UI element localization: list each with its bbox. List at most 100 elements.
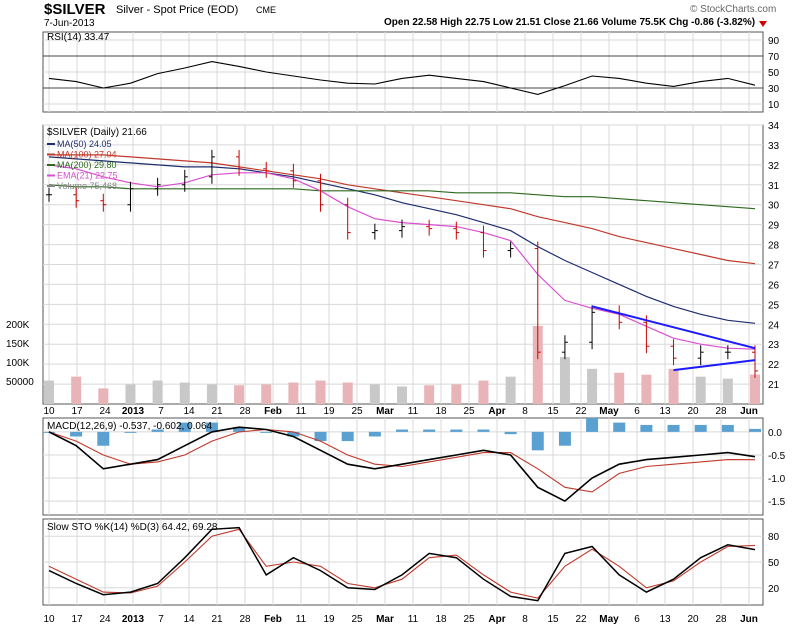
volume-bar bbox=[342, 382, 353, 404]
macd-histogram-bar bbox=[694, 424, 707, 432]
price-y-tick-label: 28 bbox=[768, 241, 780, 252]
volume-bar bbox=[315, 380, 326, 404]
macd-histogram-bar bbox=[97, 431, 110, 446]
price-x-tick-label: 11 bbox=[296, 406, 307, 417]
volume-bar bbox=[478, 380, 489, 404]
price-x-tick-label: 11 bbox=[408, 406, 419, 417]
volume-bar bbox=[44, 380, 54, 404]
price-y-tick-label: 33 bbox=[768, 141, 780, 152]
volume-y-tick-label: 50000 bbox=[6, 377, 34, 388]
volume-bar bbox=[71, 376, 82, 404]
price-x-tick-label: 13 bbox=[659, 406, 671, 417]
macd-line bbox=[48, 426, 756, 503]
volume-bar bbox=[424, 385, 435, 404]
bottom-x-tick-label: 20 bbox=[687, 614, 699, 625]
price-y-tick-label: 26 bbox=[768, 280, 780, 291]
legend-entry: MA(100) 27.04 bbox=[57, 150, 117, 160]
upper-trendline bbox=[591, 305, 756, 350]
rsi-line bbox=[48, 61, 756, 95]
sto-label: Slow STO %K(14) %D(3) 64.42, 69.28 bbox=[47, 522, 218, 533]
bottom-x-tick-label: 11 bbox=[408, 614, 419, 625]
volume-bar bbox=[125, 384, 136, 404]
price-x-tick-label: Jun bbox=[740, 406, 758, 417]
rsi-y-tick-label: 10 bbox=[768, 100, 780, 111]
bottom-x-tick-label: 7 bbox=[158, 614, 164, 625]
price-y-tick-label: 34 bbox=[768, 121, 780, 132]
volume-bar bbox=[179, 382, 190, 404]
volume-bar bbox=[722, 378, 733, 404]
bottom-x-tick-label: 28 bbox=[239, 614, 251, 625]
price-x-tick-label: 25 bbox=[463, 406, 475, 417]
volume-y-tick-label: 200K bbox=[6, 320, 30, 331]
macd-histogram-bar bbox=[531, 431, 544, 451]
macd-y-tick-label: -1.5 bbox=[768, 497, 786, 508]
volume-bar bbox=[532, 325, 543, 404]
price-x-tick-label: 24 bbox=[99, 406, 111, 417]
macd-y-tick-label: 0.0 bbox=[768, 428, 782, 439]
price-x-tick-label: Mar bbox=[376, 406, 394, 417]
volume-bar bbox=[152, 380, 163, 404]
bottom-x-tick-label: May bbox=[599, 614, 619, 625]
price-y-tick-label: 25 bbox=[768, 300, 780, 311]
bottom-x-tick-label: 8 bbox=[522, 614, 528, 625]
sto-k-line bbox=[48, 526, 756, 602]
legend-entry: EMA(21) 22.75 bbox=[57, 171, 118, 181]
rsi-label: RSI(14) 33.47 bbox=[47, 32, 110, 43]
price-x-tick-label: 18 bbox=[435, 406, 447, 417]
sto-y-tick-label: 80 bbox=[768, 532, 780, 543]
macd-histogram-bar bbox=[70, 431, 83, 437]
quote-summary: Open 22.58 High 22.75 Low 21.51 Close 21… bbox=[384, 17, 756, 28]
macd-histogram-bar bbox=[368, 431, 381, 437]
volume-bar bbox=[288, 382, 299, 404]
volume-bar bbox=[369, 384, 380, 404]
macd-y-tick-label: -1.0 bbox=[768, 474, 786, 485]
price-x-tick-label: 20 bbox=[687, 406, 699, 417]
volume-bar bbox=[451, 384, 462, 404]
ma-line-1 bbox=[49, 154, 756, 265]
rsi-y-tick-label: 90 bbox=[768, 36, 780, 47]
bottom-x-tick-label: 10 bbox=[43, 614, 55, 625]
bottom-x-tick-label: 11 bbox=[296, 614, 307, 625]
macd-histogram-bar bbox=[151, 429, 164, 432]
macd-histogram-bar bbox=[721, 424, 734, 432]
price-x-tick-label: 2013 bbox=[122, 406, 145, 417]
volume-bar bbox=[206, 384, 217, 404]
macd-histogram-bar bbox=[504, 431, 517, 435]
volume-bar bbox=[668, 368, 679, 404]
price-y-tick-label: 31 bbox=[768, 181, 780, 192]
price-x-tick-label: Feb bbox=[264, 406, 282, 417]
price-x-tick-label: 21 bbox=[211, 406, 223, 417]
down-arrow-icon bbox=[759, 21, 767, 27]
volume-bar bbox=[695, 376, 706, 404]
volume-bar bbox=[98, 388, 109, 404]
rsi-y-tick-label: 50 bbox=[768, 68, 780, 79]
price-y-tick-label: 30 bbox=[768, 201, 780, 212]
price-x-tick-label: 15 bbox=[547, 406, 559, 417]
bottom-x-tick-label: 24 bbox=[99, 614, 111, 625]
bottom-x-tick-label: 22 bbox=[575, 614, 587, 625]
bottom-x-tick-label: Feb bbox=[264, 614, 282, 625]
volume-bar bbox=[397, 386, 407, 404]
price-x-tick-label: 22 bbox=[575, 406, 587, 417]
price-x-tick-label: Apr bbox=[488, 406, 505, 417]
bottom-x-tick-label: Apr bbox=[488, 614, 505, 625]
chart-symbol: $SILVER bbox=[44, 1, 106, 18]
price-y-tick-label: 29 bbox=[768, 221, 780, 232]
legend-entry: MA(50) 24.05 bbox=[57, 139, 112, 149]
lower-trendline bbox=[673, 359, 756, 372]
price-x-tick-label: 28 bbox=[239, 406, 251, 417]
macd-histogram-bar bbox=[477, 429, 490, 432]
volume-y-tick-label: 150K bbox=[6, 339, 30, 350]
ma-line-2 bbox=[48, 184, 756, 210]
bottom-x-tick-label: 18 bbox=[435, 614, 447, 625]
price-x-tick-label: May bbox=[599, 406, 619, 417]
bottom-x-tick-label: 25 bbox=[463, 614, 475, 625]
price-panel-title: $SILVER (Daily) 21.66 bbox=[47, 127, 147, 138]
legend-entry: MA(200) 29.80 bbox=[57, 160, 117, 170]
volume-bar bbox=[641, 374, 652, 404]
macd-histogram-bar bbox=[640, 424, 653, 432]
legend-entry: Volume 75,468 bbox=[57, 181, 117, 191]
macd-histogram-bar bbox=[423, 429, 436, 432]
macd-histogram-bar bbox=[450, 429, 463, 432]
